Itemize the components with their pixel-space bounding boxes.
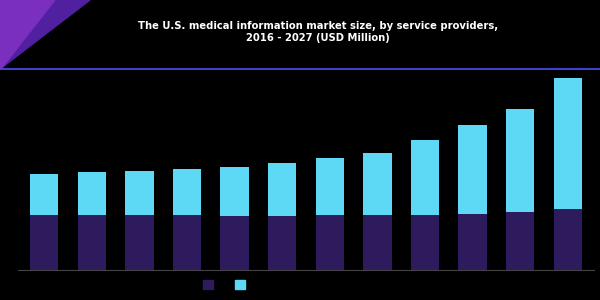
Bar [363,215,392,270]
Bar [268,163,296,216]
Bar [363,153,392,215]
Bar [411,140,439,215]
Bar [125,215,154,270]
Text: The U.S. medical information market size, by service providers,
2016 - 2027 (USD: The U.S. medical information market size… [138,21,498,43]
Bar [30,215,58,270]
Bar [268,216,296,270]
Bar [458,214,487,270]
Bar [554,209,582,270]
Bar [173,215,201,270]
Bar [30,174,58,215]
Bar [316,215,344,270]
Bar [77,215,106,270]
Bar [77,172,106,215]
Legend: , : , [199,276,257,294]
Polygon shape [0,0,54,69]
Polygon shape [0,0,90,69]
Bar [220,167,249,216]
Bar [554,78,582,209]
Bar [506,109,535,212]
Bar [220,216,249,270]
Bar [458,125,487,214]
Bar [411,215,439,270]
Bar [316,158,344,215]
Bar [125,171,154,215]
Bar [173,169,201,215]
Bar [506,212,535,270]
